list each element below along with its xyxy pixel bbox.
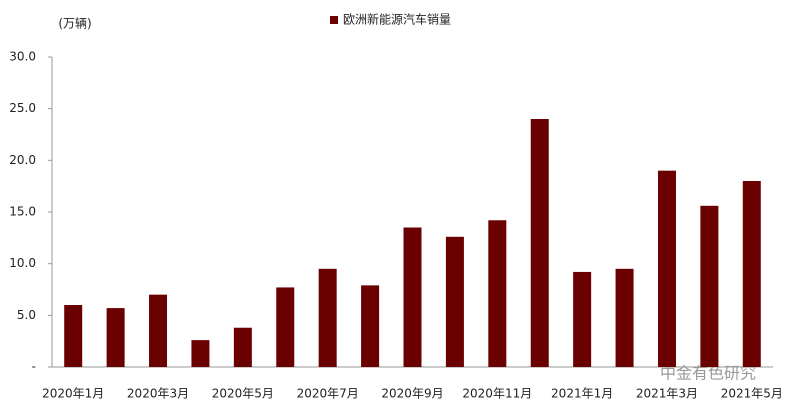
x-tick-label: 2020年3月 [127,387,189,401]
y-tick-label: 5.0 [17,308,36,322]
bar [318,268,337,367]
x-tick-label: 2020年5月 [212,387,274,401]
legend-label: 欧洲新能源汽车销量 [343,12,451,27]
bar [149,294,168,367]
bar [488,220,507,367]
y-tick-label: - [32,360,36,374]
bar [742,181,761,367]
bar [233,327,252,367]
bar [700,205,719,367]
bar [530,119,549,367]
bar [615,268,634,367]
bar [106,308,125,367]
y-tick-label: 30.0 [9,50,36,64]
bar [657,170,676,367]
y-tick-label: 20.0 [9,153,36,167]
y-tick-label: 25.0 [9,101,36,115]
bar [64,305,83,367]
bar [573,271,592,367]
x-tick-label: 2020年7月 [297,387,359,401]
legend-swatch [330,16,338,24]
y-tick-label: 15.0 [9,205,36,219]
y-tick-label: 10.0 [9,256,36,270]
x-tick-label: 2021年5月 [721,387,783,401]
x-tick-label: 2020年9月 [381,387,443,401]
x-tick-label: 2021年3月 [636,387,698,401]
x-tick-label: 2020年11月 [462,387,532,401]
bar [445,236,464,367]
bar [403,227,422,367]
x-tick-label: 2020年1月 [42,387,104,401]
watermark: 中金有色研究 [660,364,756,383]
bar [276,287,295,367]
unit-label: (万辆) [58,17,91,31]
x-tick-label: 2021年1月 [551,387,613,401]
bar [191,340,210,367]
bar [361,285,380,367]
